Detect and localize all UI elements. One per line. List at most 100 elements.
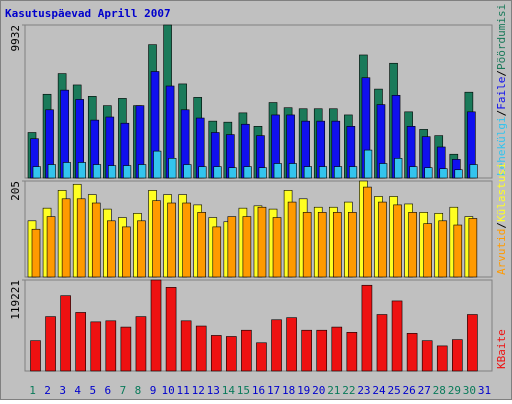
x-tick-label: 13 bbox=[207, 384, 220, 397]
x-tick-label: 2 bbox=[44, 384, 51, 397]
y-tick-label: 9932 bbox=[9, 25, 22, 52]
bar bbox=[439, 168, 448, 179]
bar bbox=[363, 186, 372, 278]
bar bbox=[198, 166, 207, 179]
bar bbox=[469, 164, 478, 179]
x-tick-label: 17 bbox=[267, 384, 280, 397]
bar bbox=[77, 162, 86, 179]
x-tick-label: 21 bbox=[327, 384, 340, 397]
bar bbox=[107, 220, 116, 278]
bar bbox=[138, 164, 147, 179]
bar bbox=[393, 204, 402, 278]
x-tick-label: 25 bbox=[387, 384, 400, 397]
bar bbox=[165, 287, 177, 372]
x-tick-label: 1 bbox=[29, 384, 36, 397]
bar bbox=[452, 339, 463, 372]
legend: Lehekülgi/Faile/Pöördumisi bbox=[495, 4, 508, 176]
bar bbox=[349, 166, 358, 179]
y-tick-label: 205 bbox=[9, 181, 22, 201]
legend-entry: Külastusi bbox=[495, 162, 508, 222]
bar bbox=[318, 166, 328, 179]
x-tick-label: 6 bbox=[105, 384, 112, 397]
bar bbox=[301, 329, 312, 372]
legend-separator: / bbox=[495, 222, 508, 229]
x-tick-label: 27 bbox=[418, 384, 431, 397]
bar bbox=[123, 165, 132, 179]
bar bbox=[183, 164, 192, 179]
bar bbox=[364, 149, 373, 179]
bar bbox=[273, 163, 282, 179]
bar bbox=[75, 312, 86, 372]
x-tick-label: 15 bbox=[237, 384, 250, 397]
bar bbox=[92, 164, 102, 179]
bar bbox=[348, 212, 357, 278]
bar bbox=[105, 320, 117, 372]
bar bbox=[137, 220, 146, 278]
legend-entry: KBaite bbox=[495, 329, 508, 369]
bar bbox=[120, 326, 132, 372]
bar bbox=[288, 163, 297, 179]
bar bbox=[316, 329, 328, 372]
bar bbox=[227, 216, 237, 278]
legend-entry: Pöördumisi bbox=[495, 4, 508, 70]
x-tick-label: 8 bbox=[135, 384, 142, 397]
bar bbox=[332, 212, 342, 278]
x-tick-label: 26 bbox=[403, 384, 416, 397]
bar bbox=[272, 217, 282, 278]
bar bbox=[286, 317, 297, 372]
bar bbox=[378, 201, 387, 278]
x-tick-label: 22 bbox=[342, 384, 355, 397]
bar bbox=[256, 342, 267, 372]
bar bbox=[394, 158, 403, 179]
x-tick-label: 12 bbox=[192, 384, 205, 397]
bar bbox=[421, 340, 433, 372]
bar bbox=[152, 200, 161, 278]
x-tick-label: 23 bbox=[357, 384, 370, 397]
bar bbox=[195, 325, 207, 372]
bar bbox=[436, 345, 448, 372]
bar bbox=[32, 166, 41, 179]
x-tick-label: 7 bbox=[120, 384, 127, 397]
bar bbox=[257, 206, 267, 278]
x-tick-label: 20 bbox=[312, 384, 325, 397]
bar bbox=[76, 198, 86, 278]
bar bbox=[423, 223, 432, 278]
bar bbox=[45, 316, 56, 372]
bar bbox=[228, 167, 237, 179]
x-tick-label: 30 bbox=[463, 384, 476, 397]
bar bbox=[168, 158, 177, 179]
legend: Arvutid/Külastusi bbox=[495, 162, 508, 275]
x-tick-label: 5 bbox=[89, 384, 96, 397]
bar bbox=[46, 216, 56, 278]
bar bbox=[379, 163, 388, 179]
bar bbox=[91, 202, 101, 278]
bar bbox=[47, 164, 56, 179]
x-tick-label: 4 bbox=[74, 384, 81, 397]
bar bbox=[409, 166, 418, 179]
bar bbox=[135, 316, 147, 372]
bar bbox=[467, 314, 478, 372]
legend-separator: / bbox=[495, 70, 508, 77]
bar bbox=[210, 335, 222, 372]
x-tick-label: 28 bbox=[433, 384, 446, 397]
bar bbox=[62, 162, 71, 179]
x-tick-label: 19 bbox=[297, 384, 310, 397]
bar bbox=[90, 321, 102, 372]
legend: KBaite bbox=[495, 329, 508, 369]
bar bbox=[180, 320, 192, 372]
legend-entry: Arvutid bbox=[495, 229, 508, 275]
x-tick-label: 9 bbox=[150, 384, 157, 397]
legend-entry: Lehekülgi bbox=[495, 116, 508, 176]
bar bbox=[454, 169, 463, 179]
legend-separator: / bbox=[495, 110, 508, 117]
bar bbox=[361, 284, 373, 372]
x-tick-label: 29 bbox=[448, 384, 461, 397]
x-tick-label: 10 bbox=[161, 384, 174, 397]
y-tick-label: 119221 bbox=[9, 280, 22, 320]
x-tick-label: 24 bbox=[372, 384, 386, 397]
bar bbox=[271, 319, 282, 372]
bar bbox=[197, 212, 207, 278]
bar bbox=[213, 166, 222, 179]
bar bbox=[61, 198, 71, 278]
